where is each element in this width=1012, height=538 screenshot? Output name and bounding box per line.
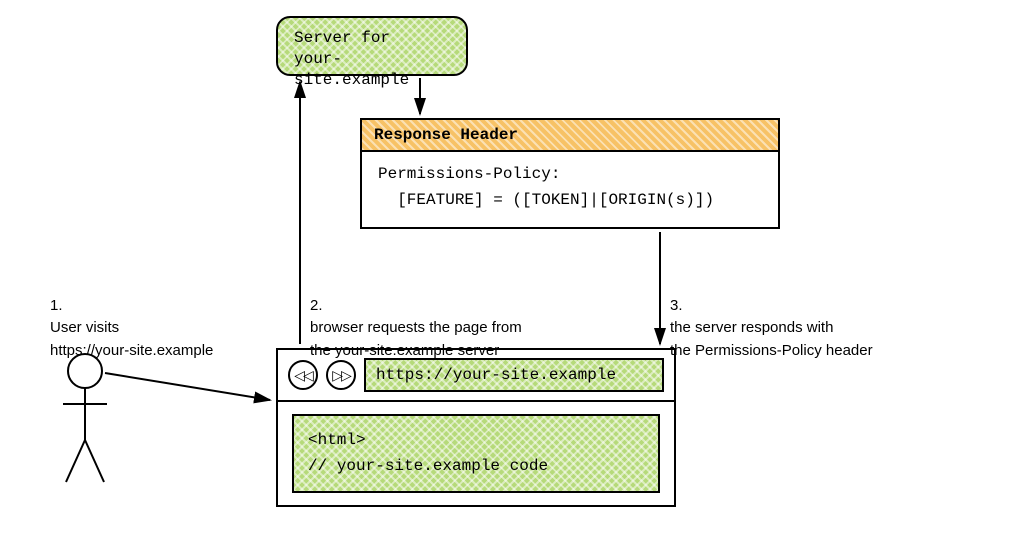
step-2-text: browser requests the page from the your-… <box>310 319 522 359</box>
response-header-body: Permissions-Policy: [FEATURE] = ([TOKEN]… <box>362 152 778 227</box>
step-1-text: User visits https://your-site.example <box>50 319 213 359</box>
user-stick-figure <box>63 354 107 482</box>
code-line2: // your-site.example code <box>308 457 548 475</box>
rh-line1: Permissions-Policy: <box>378 165 560 183</box>
forward-button-icon: ▷▷ <box>326 360 356 390</box>
response-header-box: Response Header Permissions-Policy: [FEA… <box>360 118 780 229</box>
code-line1: <html> <box>308 431 366 449</box>
step-1-label: 1. User visits https://your-site.example <box>50 272 213 362</box>
step-3-label: 3. the server responds with the Permissi… <box>670 272 873 362</box>
step-3-num: 3. <box>670 297 683 314</box>
step-1-num: 1. <box>50 297 63 314</box>
step-2-label: 2. browser requests the page from the yo… <box>310 272 522 362</box>
response-header-title: Response Header <box>362 120 778 152</box>
browser-window: ◁◁ ▷▷ https://your-site.example <html> /… <box>276 348 676 507</box>
url-bar: https://your-site.example <box>364 358 664 392</box>
back-button-icon: ◁◁ <box>288 360 318 390</box>
rh-line2: [FEATURE] = ([TOKEN]|[ORIGIN(s)]) <box>378 191 714 209</box>
server-box: Server for your-site.example <box>276 16 468 76</box>
step-3-text: the server responds with the Permissions… <box>670 319 873 359</box>
server-line2: your-site.example <box>294 49 450 91</box>
browser-body: <html> // your-site.example code <box>278 402 674 505</box>
step-2-num: 2. <box>310 297 323 314</box>
code-area: <html> // your-site.example code <box>292 414 660 493</box>
arrow-user-to-browser <box>105 373 270 400</box>
server-line1: Server for <box>294 28 450 49</box>
